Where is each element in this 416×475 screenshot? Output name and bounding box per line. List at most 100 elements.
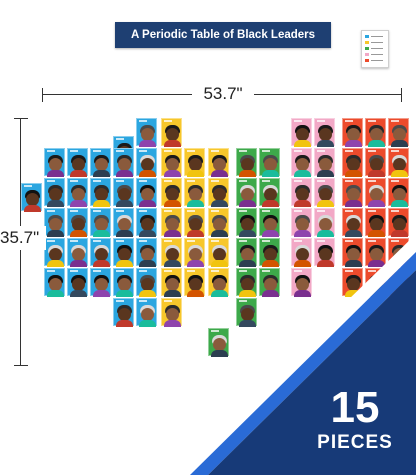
portrait-face (141, 128, 154, 141)
tile-symbol (391, 120, 399, 122)
portrait-face (347, 218, 360, 231)
portrait-body (368, 230, 385, 237)
tile-symbol (70, 240, 78, 242)
leader-tile (208, 238, 229, 267)
leader-tile (67, 208, 88, 237)
leader-tile (136, 178, 157, 207)
portrait-face (166, 188, 179, 201)
tile-symbol (345, 240, 353, 242)
tile-symbol (24, 185, 32, 187)
portrait-body (391, 290, 408, 297)
portrait-body (262, 230, 279, 237)
portrait-body (70, 200, 87, 207)
tile-symbol (211, 180, 219, 182)
portrait-body (345, 140, 362, 147)
leader-tile (388, 148, 409, 177)
portrait-body (139, 170, 156, 177)
portrait-face (141, 158, 154, 171)
tile-symbol (139, 180, 147, 182)
portrait-face (141, 248, 154, 261)
portrait-body (47, 170, 64, 177)
tile-symbol (70, 180, 78, 182)
portrait-body (294, 140, 311, 147)
tile-symbol (116, 240, 124, 242)
tile-symbol (262, 210, 270, 212)
leader-tile (388, 268, 409, 297)
portrait-body (211, 170, 228, 177)
leader-tile (161, 178, 182, 207)
leader-tile (208, 208, 229, 237)
portrait-body (211, 350, 228, 357)
portrait-body (93, 290, 110, 297)
portrait-face (72, 158, 85, 171)
tile-symbol (368, 180, 376, 182)
portrait-face (296, 158, 309, 171)
portrait-body (391, 170, 408, 177)
tile-symbol (187, 270, 195, 272)
pieces-count: 15 (330, 383, 380, 432)
portrait-body (139, 290, 156, 297)
tile-symbol (211, 210, 219, 212)
tile-symbol (187, 180, 195, 182)
portrait-body (47, 230, 64, 237)
portrait-face (319, 128, 332, 141)
leader-tile (342, 118, 363, 147)
leader-tile (291, 148, 312, 177)
portrait-body (116, 260, 133, 267)
leader-tile (208, 328, 229, 357)
tile-symbol (294, 120, 302, 122)
legend-card-icon (361, 30, 389, 68)
portrait-body (93, 170, 110, 177)
portrait-face (319, 218, 332, 231)
portrait-body (116, 170, 133, 177)
tile-symbol (116, 180, 124, 182)
portrait-face (166, 218, 179, 231)
tile-symbol (187, 150, 195, 152)
portrait-face (95, 278, 108, 291)
tile-symbol (368, 150, 376, 152)
portrait-body (139, 230, 156, 237)
portrait-face (241, 188, 254, 201)
leader-tile (113, 148, 134, 177)
portrait-face (347, 188, 360, 201)
product-title-banner: A Periodic Table of Black Leaders (115, 22, 331, 48)
tile-symbol (239, 180, 247, 182)
leader-tile (342, 178, 363, 207)
portrait-body (294, 290, 311, 297)
leader-tile (208, 268, 229, 297)
tile-symbol (262, 180, 270, 182)
tile-symbol (164, 150, 172, 152)
portrait-body (317, 260, 334, 267)
portrait-face (72, 248, 85, 261)
portrait-face (241, 218, 254, 231)
portrait-body (345, 170, 362, 177)
leader-tile (136, 148, 157, 177)
leader-tile (291, 208, 312, 237)
tile-symbol (47, 240, 55, 242)
tile-symbol (391, 240, 399, 242)
leader-tile (365, 148, 386, 177)
portrait-body (93, 200, 110, 207)
portrait-face (141, 278, 154, 291)
portrait-body (239, 230, 256, 237)
leader-tile (342, 238, 363, 267)
portrait-face (393, 218, 406, 231)
portrait-body (211, 260, 228, 267)
portrait-body (116, 290, 133, 297)
portrait-face (189, 218, 202, 231)
portrait-face (370, 128, 383, 141)
leader-tile (184, 268, 205, 297)
portrait-body (70, 230, 87, 237)
portrait-face (118, 188, 131, 201)
tile-symbol (164, 300, 172, 302)
tile-symbol (317, 150, 325, 152)
portrait-body (164, 200, 181, 207)
leader-tile (113, 178, 134, 207)
leader-tile (21, 183, 42, 212)
portrait-body (164, 260, 181, 267)
portrait-body (116, 230, 133, 237)
tile-symbol (294, 270, 302, 272)
tile-symbol (47, 150, 55, 152)
leader-tile (365, 268, 386, 297)
tile-symbol (116, 150, 124, 152)
